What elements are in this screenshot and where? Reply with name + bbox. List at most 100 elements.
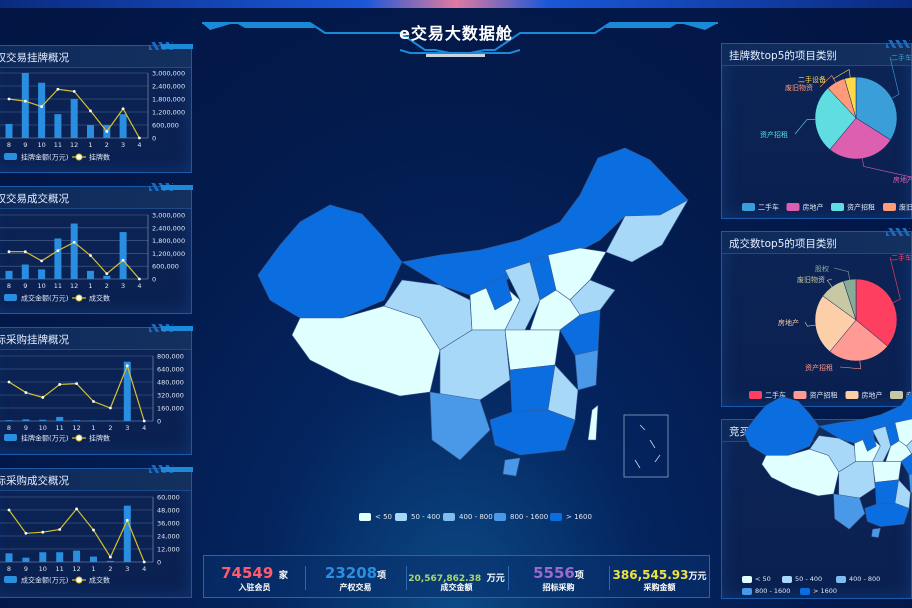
pie-label: 二手设备 <box>798 75 826 84</box>
legend-label: > 1600 <box>566 513 592 521</box>
x-tick-label: 3 <box>125 424 129 432</box>
pie-slice <box>843 278 857 321</box>
pie-label-line <box>819 74 836 88</box>
legend-label: 50 - 400 <box>411 513 441 521</box>
line-point <box>24 391 28 394</box>
x-tick-label: 11 <box>56 565 64 573</box>
legend-item[interactable]: 50 - 400 <box>395 513 440 521</box>
bar <box>21 264 29 279</box>
legend-label: 50 - 400 <box>795 575 823 583</box>
pie-label: 二手车 <box>891 253 912 262</box>
legend-swatch <box>836 575 846 583</box>
stats-bar: 74549 家入驻会员 23208项 产权交易 20,567,862.38 万元成… <box>203 555 710 598</box>
legend-marker <box>75 576 83 584</box>
line-point <box>41 396 45 399</box>
legend-label: 成交数 <box>89 576 110 585</box>
mini-map-legend-item[interactable]: 400 - 800 <box>836 575 880 583</box>
panel-listing-top5: 挂牌数top5的项目类别 <box>721 40 912 219</box>
bar <box>103 275 111 279</box>
panel-title: 产权交易成交概况 <box>0 193 69 205</box>
legend-marker <box>75 153 83 161</box>
legend-item[interactable]: 800 - 1600 <box>494 513 548 521</box>
pie-label: 房地产 <box>778 318 799 327</box>
legend-item[interactable]: < 50 <box>359 513 392 521</box>
x-tick-label: 4 <box>142 565 146 573</box>
x-tick-label: 10 <box>37 282 45 290</box>
line-point <box>7 380 11 384</box>
line-point <box>40 105 43 108</box>
x-tick-label: 4 <box>142 424 146 432</box>
line-point <box>138 136 141 140</box>
legend-swatch <box>845 391 859 399</box>
x-tick-label: 12 <box>72 565 80 573</box>
x-tick-label: 2 <box>105 141 109 149</box>
legend-label: 400 - 800 <box>849 575 881 583</box>
legend-swatch <box>742 587 752 595</box>
line-point <box>109 555 112 559</box>
legend-label: 废旧物资 <box>899 203 912 212</box>
mini-map-legend-item[interactable]: 800 - 1600 <box>742 587 790 595</box>
x-tick-label: 4 <box>137 141 141 149</box>
mini-map-legend-item[interactable]: < 50 <box>742 575 771 583</box>
bar <box>56 552 64 562</box>
stat-tender: 5556项 招标采购 <box>508 556 609 599</box>
legend-label: 800 - 1600 <box>510 513 549 521</box>
top-glow <box>0 0 912 8</box>
bar <box>70 99 78 138</box>
legend-item[interactable]: 400 - 800 <box>443 513 493 521</box>
mini-map-legend-item[interactable]: > 1600 <box>800 587 837 595</box>
bar <box>54 114 62 138</box>
pie-label-line <box>862 158 912 178</box>
pie-label: 废旧物资 <box>797 275 825 284</box>
legend-label: 房地产 <box>862 391 883 400</box>
y-tick-label: 0 <box>152 276 156 284</box>
bar <box>38 82 46 138</box>
panel-title: 挂牌数top5的项目类别 <box>729 50 837 62</box>
legend-label: < 50 <box>375 513 392 521</box>
line-point <box>41 530 45 534</box>
pie-label-line <box>889 56 900 99</box>
pie-slice <box>814 87 857 150</box>
stat-deal-amount: 20,567,862.38 万元 成交金额 <box>406 556 507 599</box>
x-tick-label: 9 <box>24 565 28 573</box>
bar <box>5 553 13 562</box>
line-point <box>24 531 28 535</box>
pie-label: 房地产 <box>893 175 912 184</box>
legend-swatch <box>883 203 896 211</box>
line-point <box>75 382 78 386</box>
line-point <box>75 507 78 511</box>
legend-swatch <box>742 203 755 211</box>
mini-map-legend-item[interactable]: 50 - 400 <box>782 575 822 583</box>
legend-label: 挂牌数 <box>89 434 110 443</box>
legend-swatch <box>782 575 792 583</box>
panel-tender-listing: 招标采购挂牌概况 <box>0 324 193 455</box>
panel-deal-overview: 产权交易成交概况 <box>0 183 193 314</box>
left-charts: 0 600,000 1,200,000 1,800,000 2,400,000 3,000… <box>0 70 185 585</box>
pie-slice <box>829 117 891 160</box>
bar <box>22 557 30 562</box>
line-point <box>105 272 109 276</box>
bar <box>22 419 30 421</box>
x-tick-label: 10 <box>39 424 47 432</box>
bar <box>119 232 127 279</box>
x-tick-label: 9 <box>23 282 27 290</box>
legend-swatch <box>749 391 762 399</box>
stat-value: 23208 <box>324 564 378 582</box>
line-point <box>92 400 95 403</box>
legend-marker <box>75 434 83 442</box>
legend-label: > 1600 <box>813 587 838 595</box>
y-tick-label: 160,000 <box>157 405 184 413</box>
y-tick-label: 640,000 <box>157 366 184 374</box>
stat-value: 20,567,862.38 <box>408 574 482 584</box>
x-tick-label: 3 <box>125 565 129 573</box>
x-tick-label: 4 <box>137 282 141 290</box>
y-tick-label: 48,000 <box>157 507 180 515</box>
line-point <box>142 560 146 564</box>
legend-item[interactable]: > 1600 <box>550 513 592 521</box>
bar <box>5 123 13 138</box>
x-tick-label: 12 <box>72 424 80 432</box>
bar <box>39 552 47 562</box>
stat-label: 采购金额 <box>643 583 676 592</box>
y-tick-label: 800,000 <box>157 353 184 361</box>
